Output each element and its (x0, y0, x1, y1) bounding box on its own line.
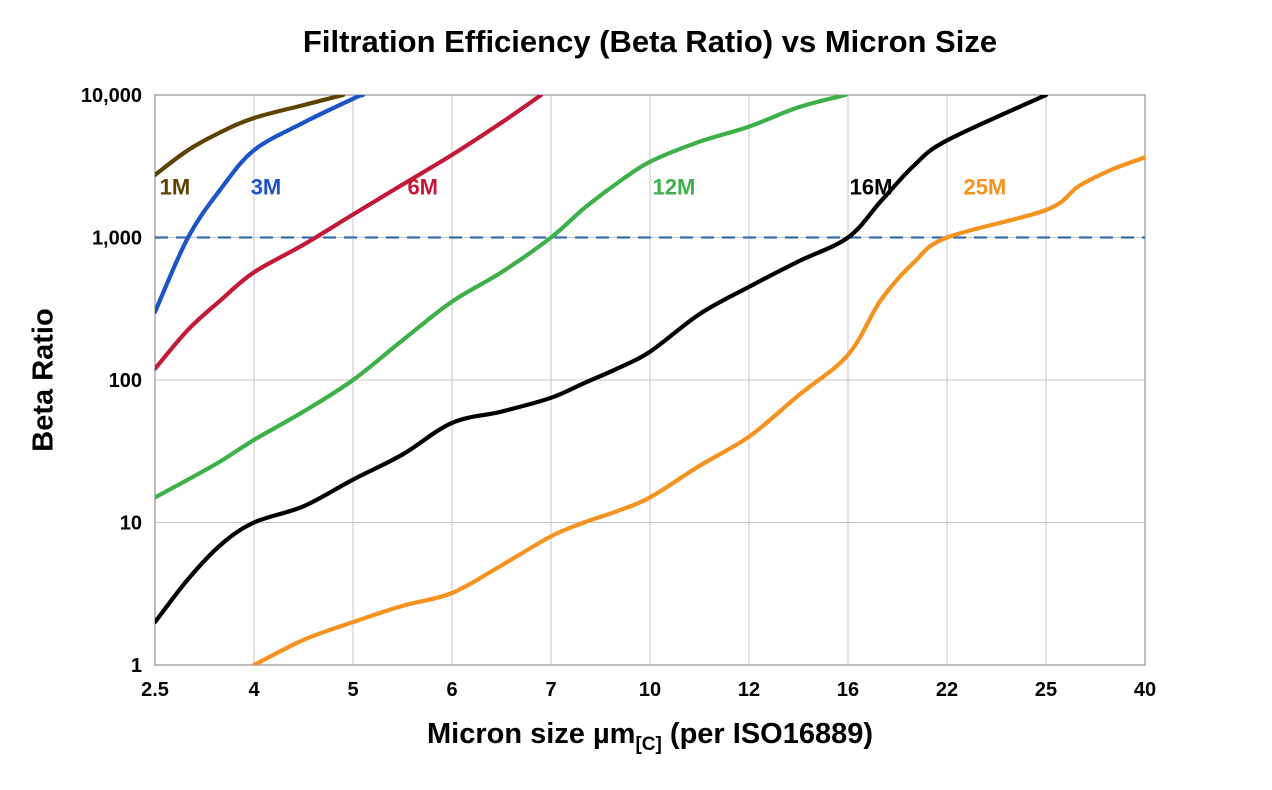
plot-border (154, 94, 1146, 666)
y-tick-label-100: 100 (109, 370, 142, 392)
y-tick-label-10: 10 (120, 513, 142, 535)
x-tick-label-7: 7 (545, 679, 556, 701)
series-label-6M: 6M (407, 175, 438, 200)
series-label-12M: 12M (652, 175, 695, 200)
series-label-16M: 16M (850, 175, 893, 200)
series-curves (155, 95, 1145, 665)
series-line-12M (155, 95, 848, 500)
chart-title: Filtration Efficiency (Beta Ratio) vs Mi… (302, 24, 998, 59)
x-axis-label-subscript: [C] (635, 734, 662, 755)
x-axis-label-tail: (per ISO16889) (661, 718, 874, 750)
series-label-1M: 1M (160, 175, 191, 200)
series-line-25M (251, 155, 1145, 665)
series-line-6M (155, 95, 544, 371)
x-tick-label-5: 5 (347, 679, 358, 701)
x-tick-label-4: 4 (248, 679, 260, 701)
y-tick-label-1: 1 (131, 655, 142, 677)
series-line-1M (155, 95, 346, 177)
series-line-16M (155, 95, 1049, 625)
x-tick-label-10: 10 (639, 679, 661, 701)
x-axis-label: Micron size µm[C] (per ISO16889) (155, 718, 1145, 755)
x-tick-label-6: 6 (446, 679, 457, 701)
x-tick-label-25: 25 (1035, 679, 1057, 701)
y-tick-label-10,000: 10,000 (81, 85, 142, 107)
series-label-25M: 25M (964, 175, 1007, 200)
series-line-3M (155, 95, 365, 315)
x-tick-label-12: 12 (738, 679, 760, 701)
x-tick-label-40: 40 (1134, 679, 1156, 701)
y-tick-label-1,000: 1,000 (92, 228, 142, 250)
x-axis-label-main: Micron size µm (426, 718, 636, 750)
x-tick-label-2.5: 2.5 (141, 679, 169, 701)
x-tick-label-22: 22 (936, 679, 958, 701)
x-tick-label-16: 16 (837, 679, 859, 701)
series-label-3M: 3M (251, 175, 282, 200)
